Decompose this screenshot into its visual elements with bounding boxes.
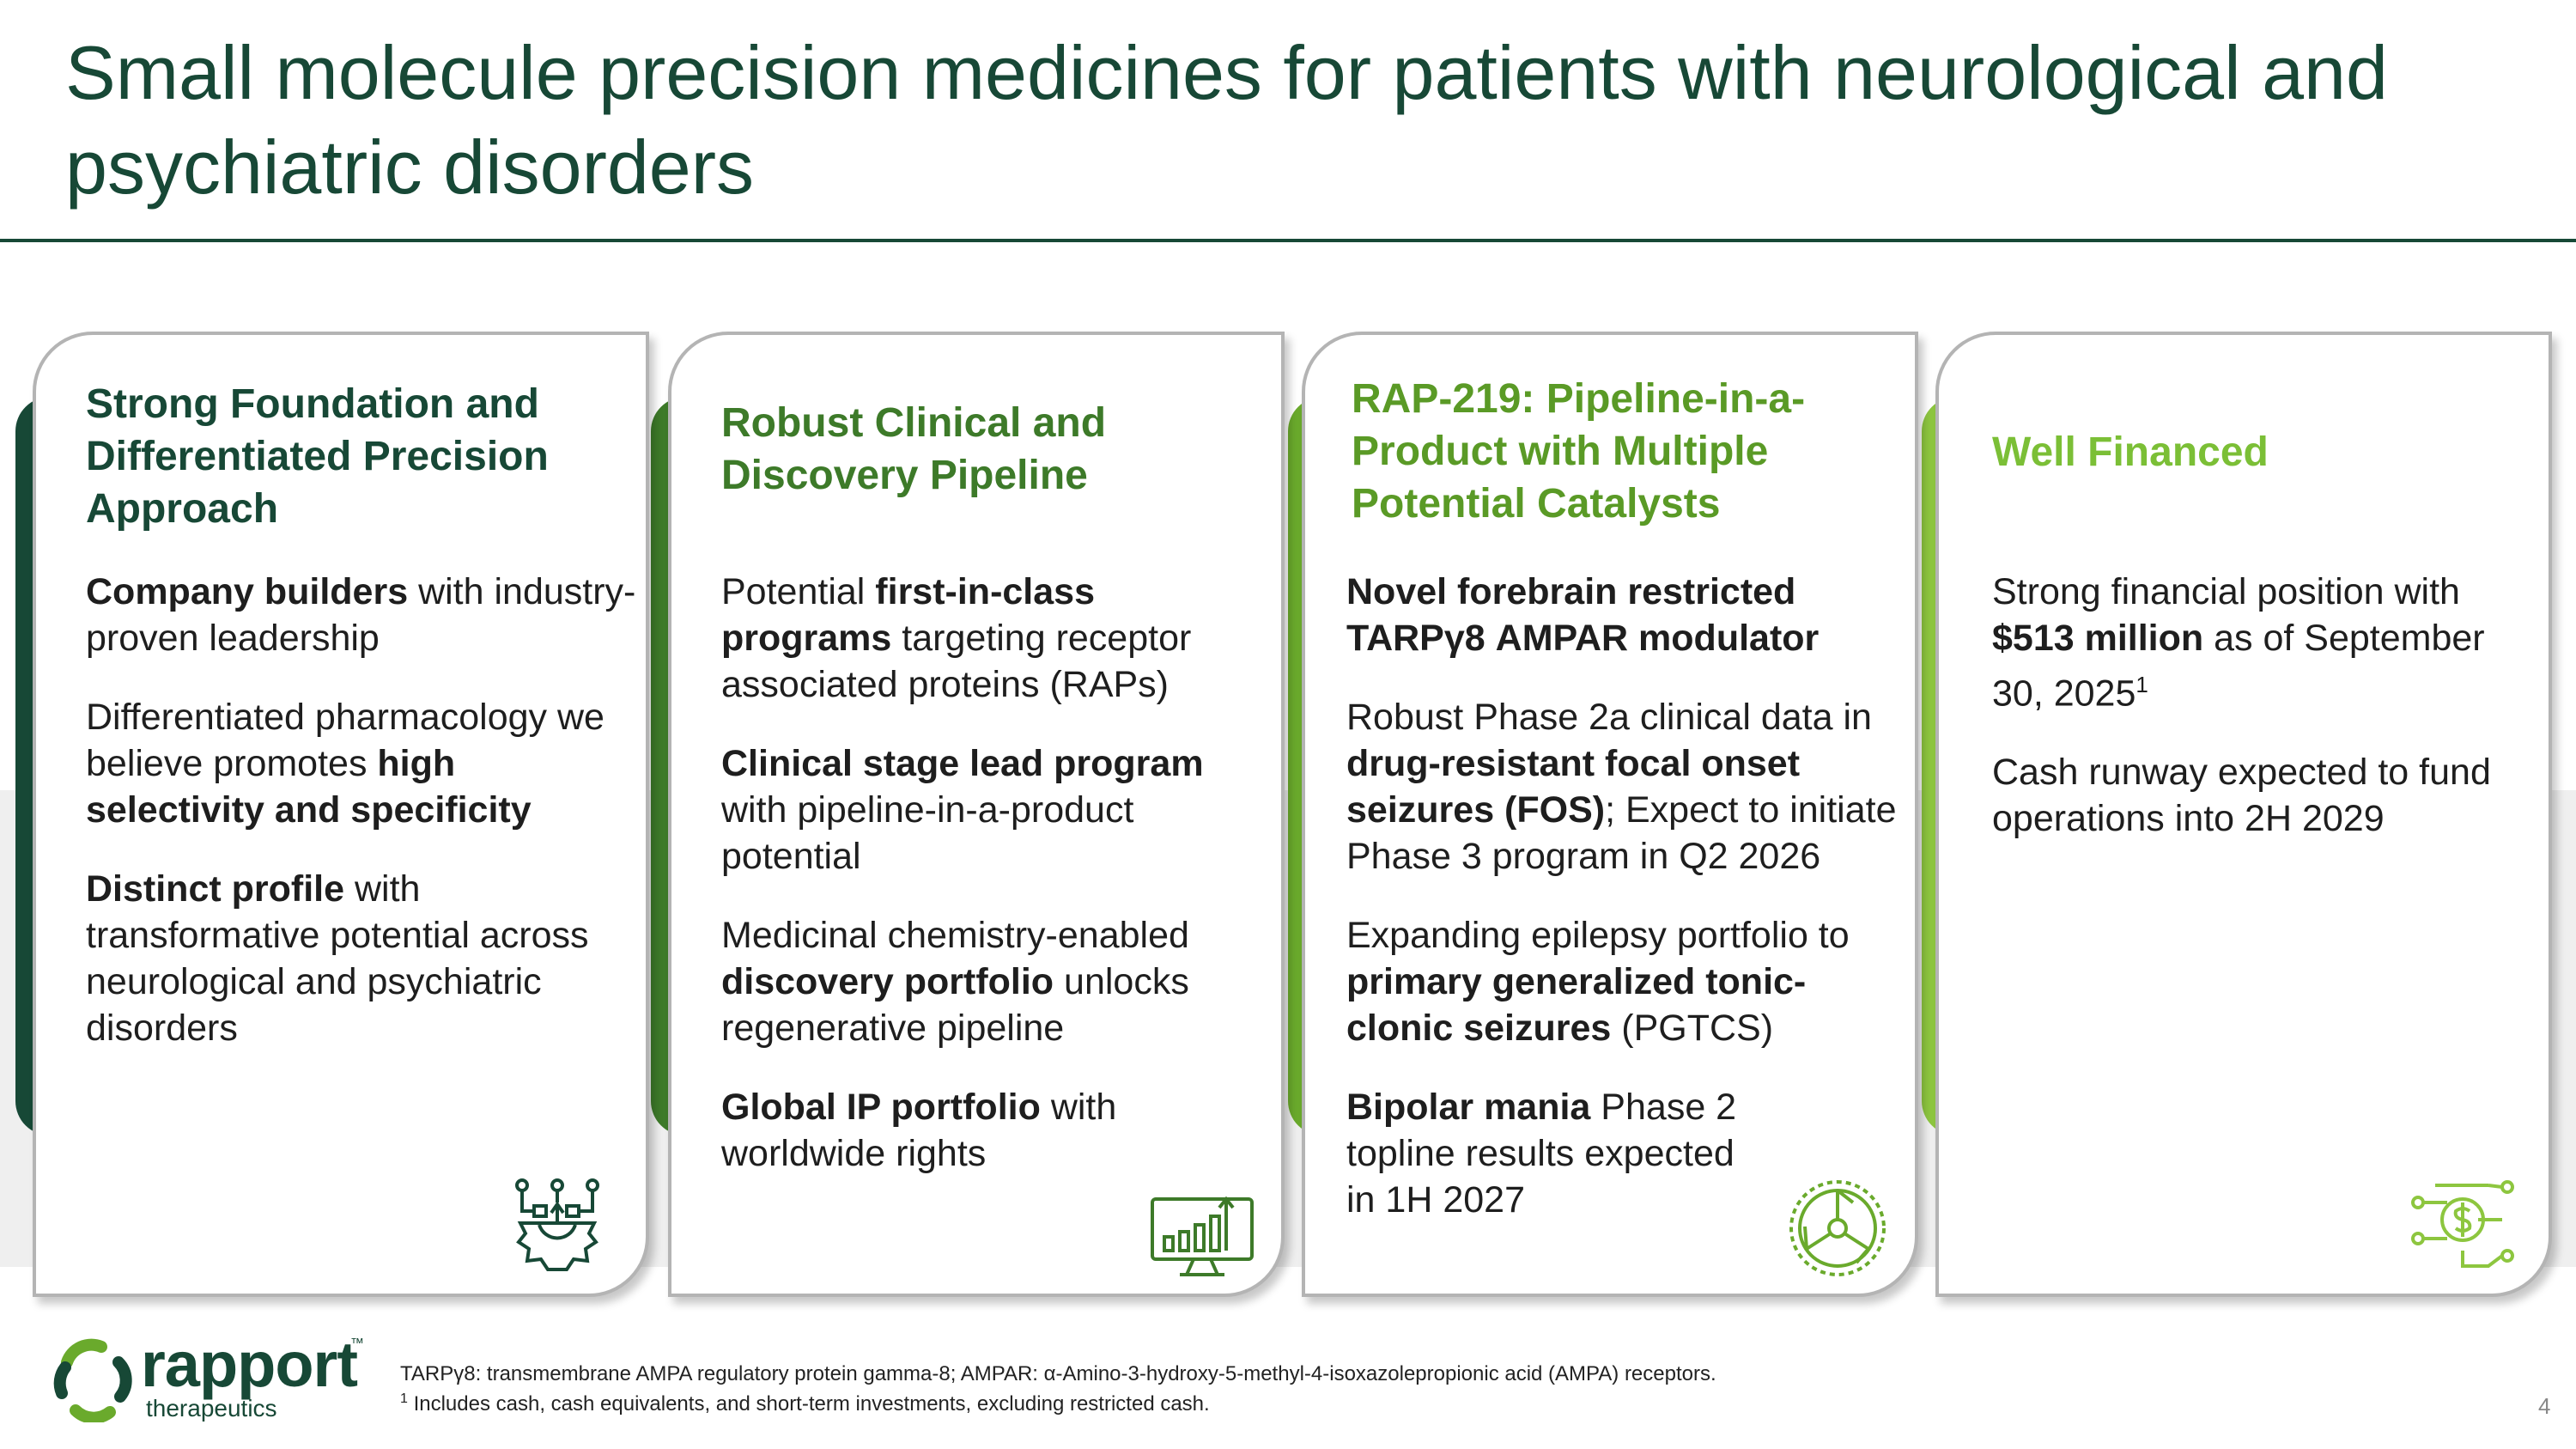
company-logo: rapport ™ therapeutics: [50, 1329, 376, 1428]
logo-wordmark: rapport: [141, 1329, 358, 1400]
slide-title: Small molecule precision medicines for p…: [65, 30, 2388, 210]
bullet-paragraph: Expanding epilepsy portfolio to primary …: [1346, 915, 1850, 1049]
bullet-paragraph: Cash runway expected to fund operations …: [1992, 752, 2491, 840]
card-title: RAP-219: Pipeline-in-a-Product with Mult…: [1352, 376, 1806, 527]
bullet-paragraph: Global IP portfolio with worldwide right…: [721, 1087, 1117, 1174]
card-body: Novel forebrain restricted TARPγ8 AMPAR …: [1346, 569, 1905, 1256]
card-title: Robust Clinical and Discovery Pipeline: [721, 400, 1107, 498]
card-title: Strong Foundation and Differentiated Pre…: [86, 381, 549, 532]
growth-chart-monitor-icon: [1151, 1196, 1254, 1276]
bullet-paragraph: Differentiated pharmacology we believe p…: [86, 697, 605, 831]
card-body: Potential first-in-class programs target…: [721, 569, 1271, 1209]
title-divider: [0, 239, 2576, 242]
bullet-paragraph: Robust Phase 2a clinical data in drug-re…: [1346, 697, 1897, 877]
card-title: Well Financed: [1992, 429, 2269, 475]
card-body: Company builders with industry-proven le…: [86, 569, 644, 1084]
card-pipeline: Robust Clinical and Discovery Pipeline P…: [668, 332, 1285, 1297]
card-rap219: RAP-219: Pipeline-in-a-Product with Mult…: [1302, 332, 1918, 1297]
bullet-paragraph: Company builders with industry-proven le…: [86, 571, 636, 659]
footnote-abbreviations: TARPγ8: transmembrane AMPA regulatory pr…: [400, 1362, 1716, 1385]
logo-trademark: ™: [350, 1336, 364, 1351]
page-number: 4: [2538, 1393, 2551, 1419]
bullet-paragraph: Distinct profile with transformative pot…: [86, 868, 589, 1049]
bullet-paragraph: Clinical stage lead program with pipelin…: [721, 743, 1204, 877]
bullet-paragraph: Medicinal chemistry-enabled discovery po…: [721, 915, 1189, 1049]
card-body: Strong financial position with $513 mill…: [1992, 569, 2542, 874]
dollar-circuit-icon: [2411, 1180, 2514, 1268]
card-financed: Well Financed Strong financial position …: [1935, 332, 2552, 1297]
bullet-paragraph: Bipolar mania Phase 2 topline results ex…: [1346, 1087, 1737, 1221]
gear-network-icon: [515, 1178, 599, 1271]
bullet-paragraph: Strong financial position with $513 mill…: [1992, 571, 2485, 715]
logo-subtitle: therapeutics: [146, 1395, 277, 1422]
bullet-paragraph: Novel forebrain restricted TARPγ8 AMPAR …: [1346, 571, 1820, 659]
card-foundation: Strong Foundation and Differentiated Pre…: [33, 332, 649, 1297]
logo-mark-icon: [53, 1338, 132, 1422]
target-dial-icon: [1789, 1180, 1886, 1276]
footnote-cash: 1 Includes cash, cash equivalents, and s…: [400, 1391, 1210, 1416]
bullet-paragraph: Potential first-in-class programs target…: [721, 571, 1192, 705]
